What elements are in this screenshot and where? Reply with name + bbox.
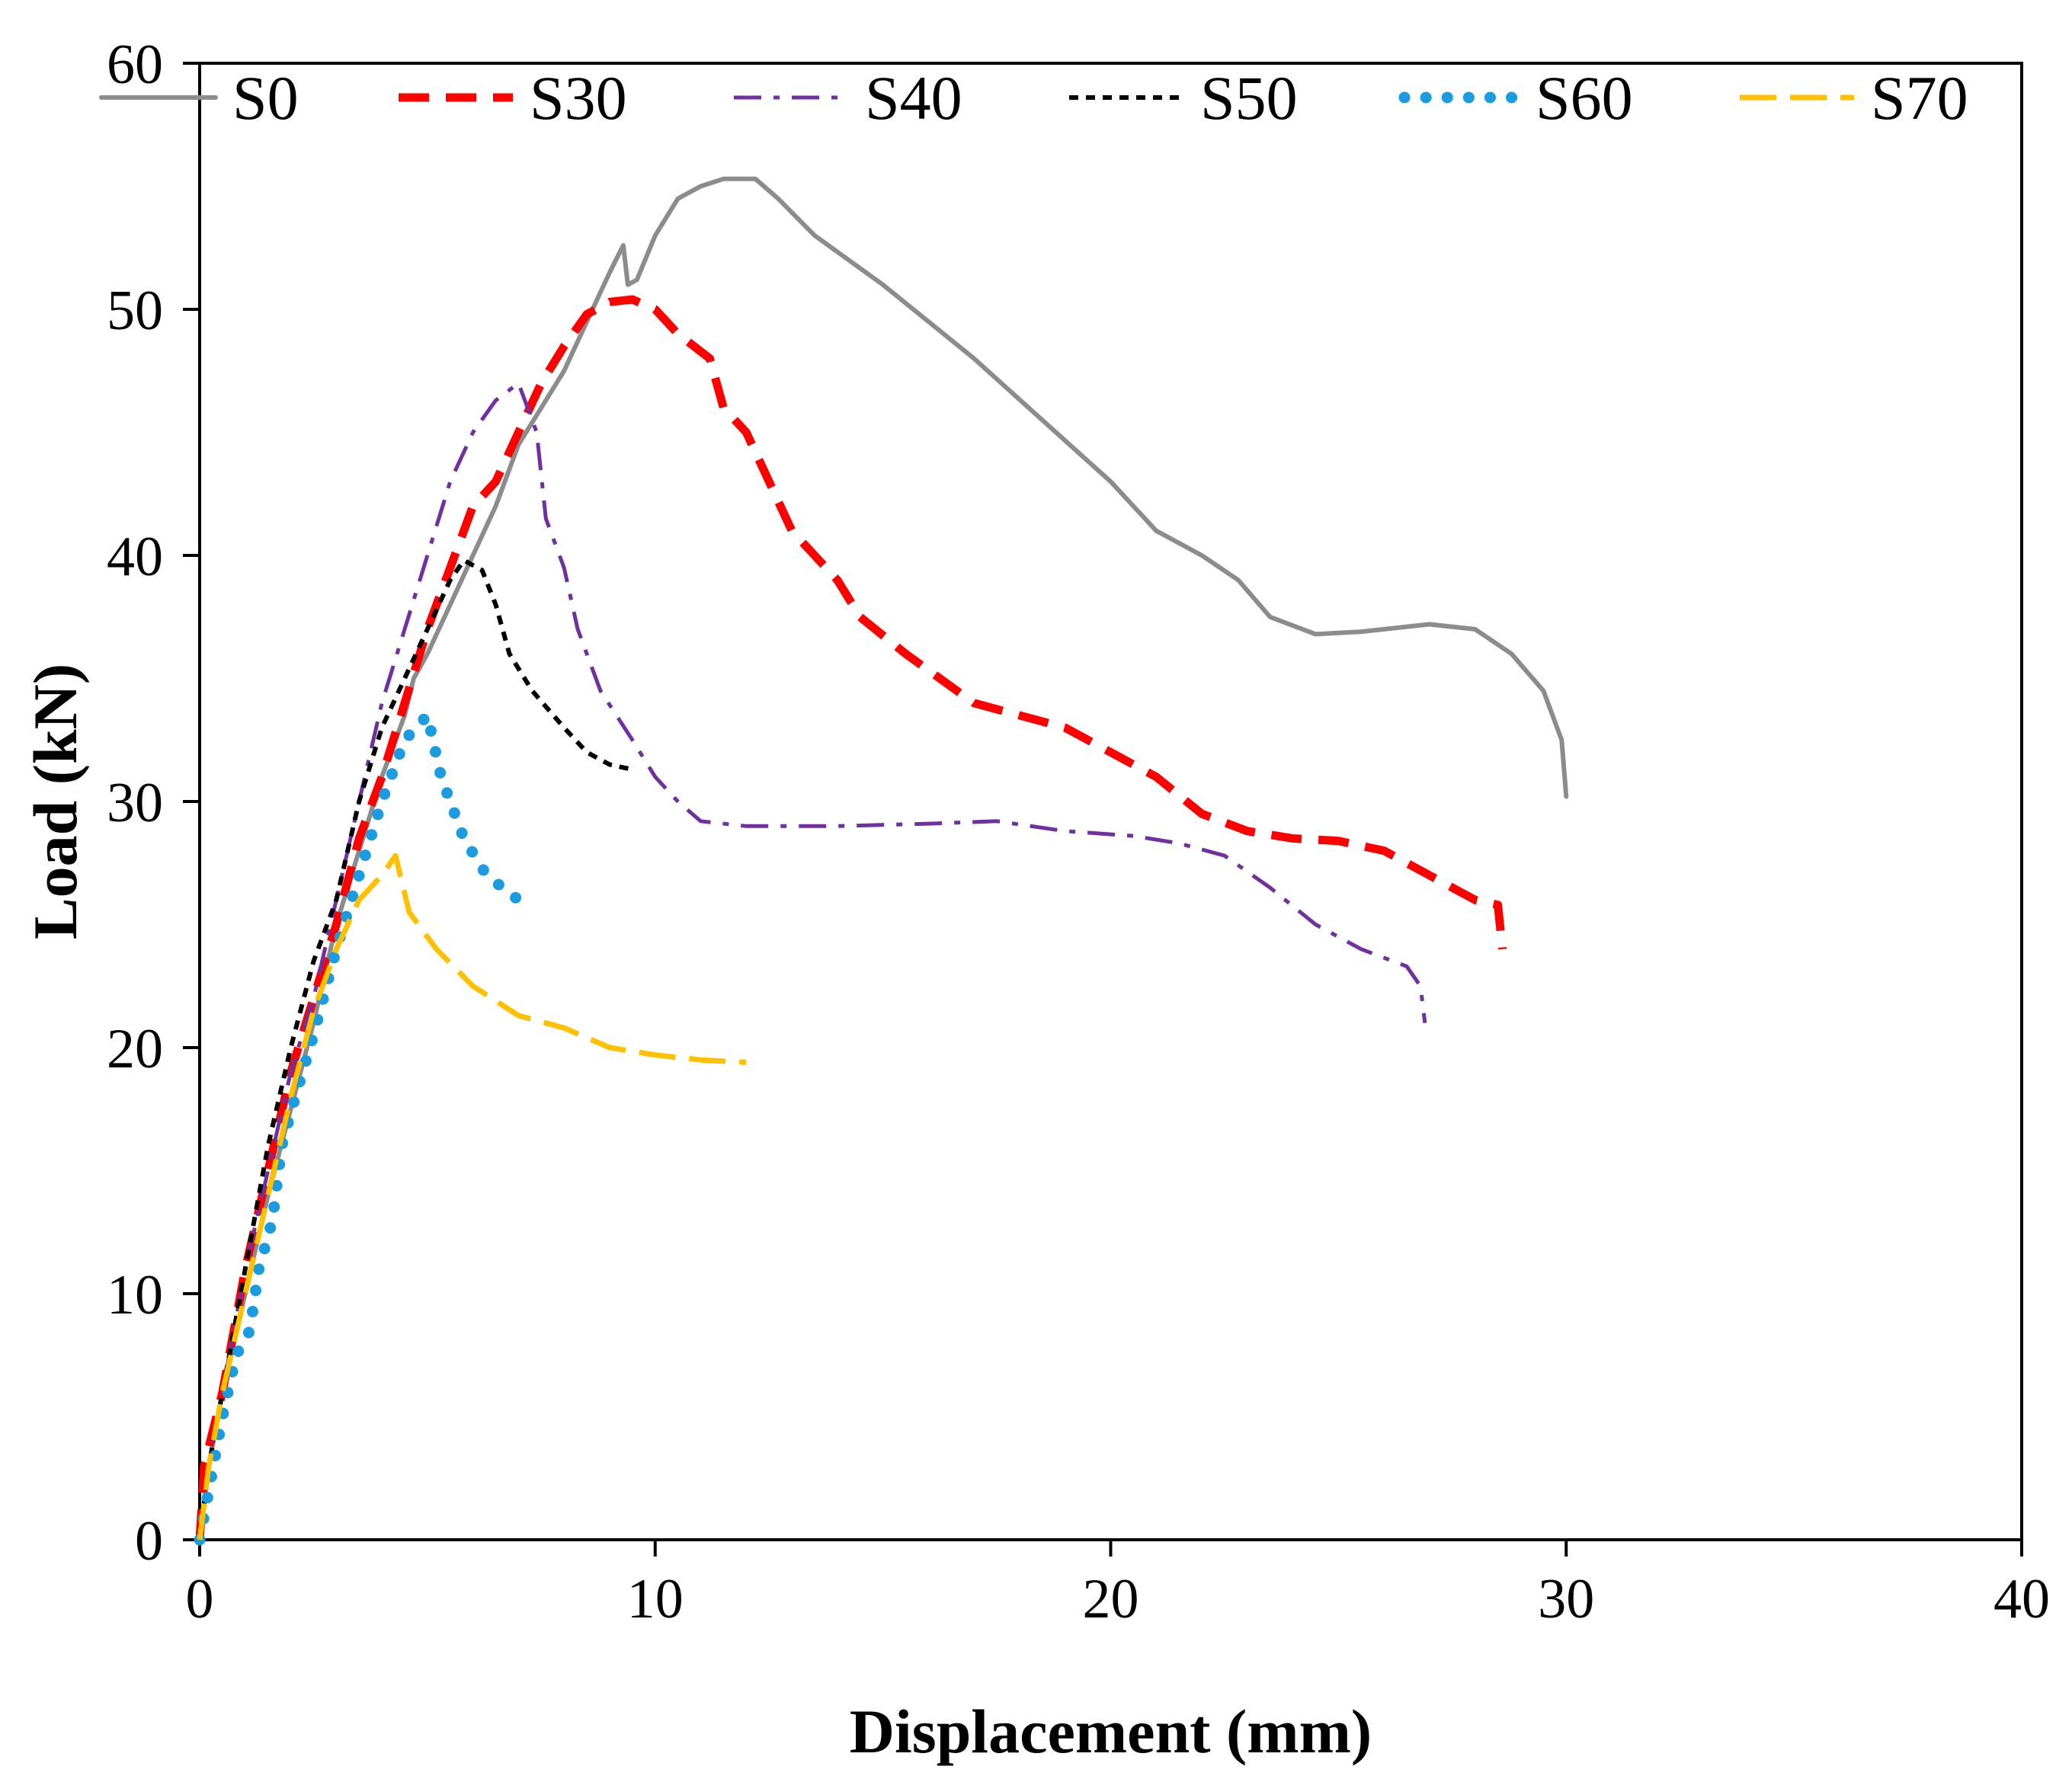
- series-line-s70: [197, 853, 747, 1541]
- y-tick-label: 50: [107, 280, 163, 342]
- series-line-s60: [194, 709, 524, 1546]
- series-line-s50: [197, 558, 633, 1541]
- y-tick-label: 0: [135, 1510, 163, 1573]
- series-layer: [194, 176, 1569, 1546]
- legend-label-s70: S70: [1871, 63, 1968, 133]
- x-tick-label: 40: [1994, 1568, 2050, 1630]
- legend-label-s60: S60: [1536, 63, 1633, 133]
- series-line-s40: [197, 381, 1427, 1541]
- y-tick-label: 10: [107, 1264, 163, 1326]
- x-axis-title: Displacement (mm): [850, 1697, 1372, 1766]
- x-tick-label: 10: [627, 1568, 684, 1630]
- y-tick-label: 40: [107, 526, 163, 588]
- legend-label-s0: S0: [232, 63, 299, 133]
- legend-label-s40: S40: [865, 63, 962, 133]
- legend-label-s30: S30: [530, 63, 627, 133]
- x-tick-label: 30: [1538, 1568, 1594, 1630]
- y-tick-label: 60: [107, 34, 163, 96]
- y-axis-title: Load (kN): [21, 664, 90, 939]
- x-tick-label: 0: [186, 1568, 214, 1630]
- legend-label-s50: S50: [1200, 63, 1298, 133]
- x-tick-label: 20: [1083, 1568, 1139, 1630]
- axis-ticks: 0 10 20 30 40 0 10 20 30 40 50 60: [107, 34, 2050, 1630]
- y-tick-label: 20: [107, 1018, 163, 1080]
- series-line-s30: [195, 295, 1507, 1541]
- y-tick-label: 30: [107, 772, 163, 834]
- legend: S0 S30 S40 S50 S60 S70: [99, 63, 1968, 133]
